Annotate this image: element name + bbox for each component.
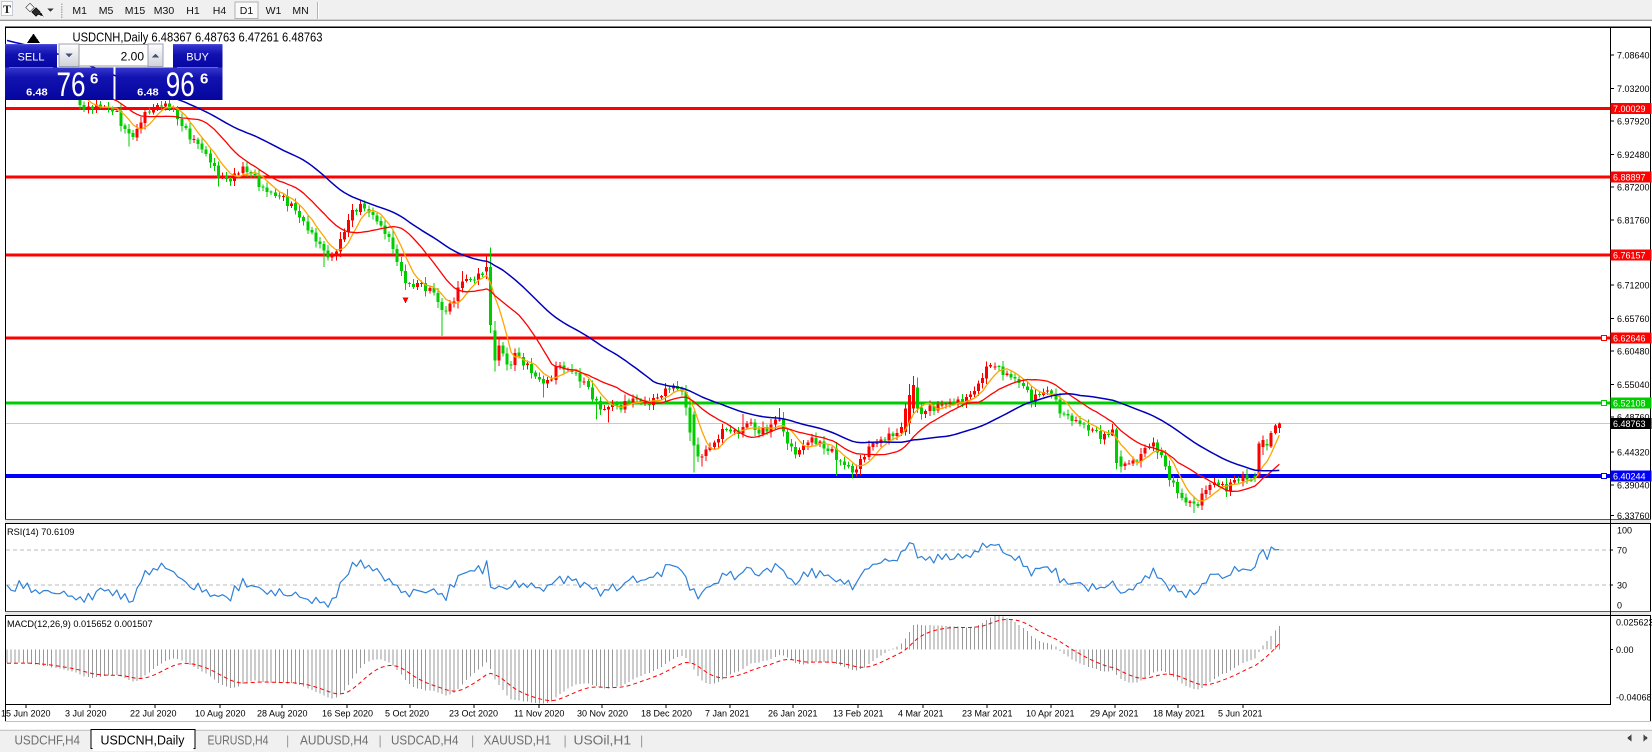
svg-text:5 Jun 2021: 5 Jun 2021 (1218, 709, 1263, 719)
svg-text:7 Jan 2021: 7 Jan 2021 (705, 709, 750, 719)
svg-text:M5: M5 (99, 5, 114, 17)
svg-text:|: | (286, 734, 289, 748)
svg-text:6.44320: 6.44320 (1617, 448, 1650, 458)
svg-text:|: | (471, 734, 474, 748)
svg-text:29 Apr 2021: 29 Apr 2021 (1090, 709, 1139, 719)
svg-text:BUY: BUY (186, 52, 209, 64)
svg-text:6: 6 (200, 71, 208, 88)
svg-text:96: 96 (166, 66, 195, 104)
svg-text:H1: H1 (186, 5, 200, 17)
svg-text:23 Mar 2021: 23 Mar 2021 (962, 709, 1013, 719)
svg-text:6.87200: 6.87200 (1617, 182, 1650, 192)
svg-text:M1: M1 (72, 5, 87, 17)
svg-text:6.39040: 6.39040 (1617, 480, 1650, 490)
svg-text:USDCHF,H4: USDCHF,H4 (15, 734, 81, 748)
svg-text:T: T (3, 2, 11, 16)
svg-text:22 Jul 2020: 22 Jul 2020 (130, 709, 177, 719)
svg-text:18 Dec 2020: 18 Dec 2020 (641, 709, 692, 719)
svg-text:6.60480: 6.60480 (1617, 347, 1650, 357)
svg-text:2.00: 2.00 (121, 50, 145, 64)
svg-text:0.00: 0.00 (1616, 645, 1634, 655)
svg-text:6.97920: 6.97920 (1617, 116, 1650, 126)
svg-text:EURUSD,H4: EURUSD,H4 (208, 734, 269, 748)
svg-text:16 Sep 2020: 16 Sep 2020 (322, 709, 373, 719)
svg-text:10 Apr 2021: 10 Apr 2021 (1026, 709, 1075, 719)
svg-text:M30: M30 (154, 5, 175, 17)
svg-text:USDCNH,Daily 6.48367 6.48763: USDCNH,Daily 6.48367 6.48763 6.47261 6.4… (73, 30, 323, 45)
svg-text:-0.040687: -0.040687 (1616, 693, 1652, 703)
svg-text:H4: H4 (213, 5, 227, 17)
svg-text:23 Oct 2020: 23 Oct 2020 (449, 709, 498, 719)
svg-text:6.40244: 6.40244 (1613, 471, 1646, 481)
svg-text:M15: M15 (125, 5, 146, 17)
svg-text:XAUUSD,H1: XAUUSD,H1 (484, 734, 552, 748)
svg-text:6.76157: 6.76157 (1613, 251, 1646, 261)
svg-text:|: | (640, 734, 643, 748)
svg-text:76: 76 (57, 66, 86, 104)
svg-text:6.48760: 6.48760 (1617, 413, 1650, 423)
svg-text:RSI(14) 70.6109: RSI(14) 70.6109 (7, 527, 74, 537)
svg-text:6.48: 6.48 (26, 86, 48, 98)
svg-text:USDCNH,Daily: USDCNH,Daily (101, 734, 186, 748)
svg-text:SELL: SELL (18, 52, 45, 64)
svg-text:AUDUSD,H4: AUDUSD,H4 (300, 734, 369, 748)
svg-text:6.81760: 6.81760 (1617, 216, 1650, 226)
svg-text:0.025623: 0.025623 (1616, 618, 1652, 628)
svg-text:18 May 2021: 18 May 2021 (1153, 709, 1205, 719)
svg-text:7.00029: 7.00029 (1613, 104, 1646, 114)
svg-text:11 Nov 2020: 11 Nov 2020 (514, 709, 564, 719)
svg-text:6.65760: 6.65760 (1617, 314, 1650, 324)
svg-text:7.08640: 7.08640 (1617, 51, 1650, 61)
svg-text:6.71200: 6.71200 (1617, 281, 1650, 291)
svg-text:7.03200: 7.03200 (1617, 84, 1650, 94)
svg-text:USOil,H1: USOil,H1 (574, 734, 632, 748)
svg-text:6.52108: 6.52108 (1613, 398, 1646, 408)
svg-text:6: 6 (90, 71, 98, 88)
svg-text:10 Aug 2020: 10 Aug 2020 (195, 709, 246, 719)
svg-text:6.88897: 6.88897 (1613, 172, 1646, 182)
svg-text:6.33760: 6.33760 (1617, 511, 1650, 521)
svg-text:MN: MN (292, 5, 308, 17)
svg-text:|: | (564, 734, 567, 748)
svg-text:0: 0 (1617, 601, 1622, 611)
svg-text:6.48763: 6.48763 (1613, 419, 1646, 429)
svg-text:6.92480: 6.92480 (1617, 150, 1650, 160)
svg-text:15 Jun 2020: 15 Jun 2020 (1, 709, 51, 719)
svg-text:6.48: 6.48 (137, 86, 159, 98)
svg-text:13 Feb 2021: 13 Feb 2021 (833, 709, 884, 719)
svg-text:5 Oct 2020: 5 Oct 2020 (385, 709, 429, 719)
svg-text:30 Nov 2020: 30 Nov 2020 (577, 709, 628, 719)
svg-text:30: 30 (1617, 580, 1627, 590)
svg-text:|: | (379, 734, 382, 748)
svg-text:70: 70 (1617, 546, 1627, 556)
svg-text:3 Jul 2020: 3 Jul 2020 (65, 709, 107, 719)
svg-text:100: 100 (1617, 526, 1632, 536)
svg-text:6.55040: 6.55040 (1617, 380, 1650, 390)
svg-text:6.62646: 6.62646 (1613, 334, 1646, 344)
svg-text:28 Aug 2020: 28 Aug 2020 (257, 709, 308, 719)
svg-text:26 Jan 2021: 26 Jan 2021 (768, 709, 818, 719)
svg-text:USDCAD,H4: USDCAD,H4 (391, 734, 459, 748)
svg-text:MACD(12,26,9) 0.015652 0.00150: MACD(12,26,9) 0.015652 0.001507 (7, 619, 153, 629)
svg-text:W1: W1 (266, 5, 282, 17)
svg-text:4 Mar 2021: 4 Mar 2021 (898, 709, 944, 719)
svg-text:D1: D1 (240, 5, 254, 17)
